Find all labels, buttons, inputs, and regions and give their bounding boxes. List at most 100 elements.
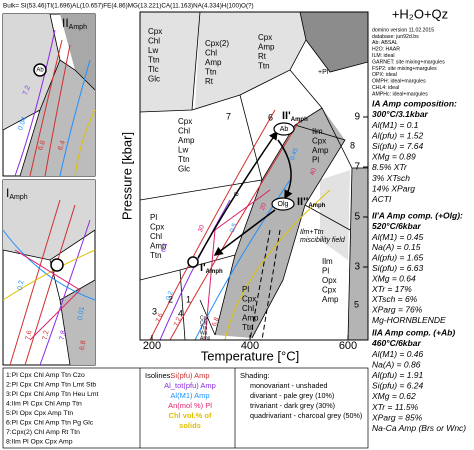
field-label: Wa [200,330,208,336]
field-label: Amp [258,43,275,52]
comp-line: XTr = 17% [371,284,412,294]
isoline-entry: Si(pfu) Amp [170,371,209,380]
isoline-label: 6.8 [79,340,88,351]
assemblage-entry: 5:Pl Opx Cpx Amp Ttn [6,410,73,417]
isoline-label: 30 [197,224,206,234]
field-label: Ilm [312,127,323,136]
assemblage-entry: 8:Ilm Pl Opx Cpx Amp [6,438,73,445]
field-label: Chl [205,49,217,58]
isoline-label: 6.8 [37,140,47,152]
comp-line: Si(pfu) = 6.63 [372,263,424,273]
isoline-label: 7.2 [173,316,183,327]
software-info: H2O: HAAR [372,47,400,53]
field-label: Amp [150,242,167,251]
shading-entry: trivariant - dark grey (30%) [250,401,335,410]
legend-frame [2,367,369,449]
inset-point: Ab [36,68,44,74]
x-axis-title: Temperature [°C] [201,348,299,363]
software-info: Ab: ABSAL [372,40,398,46]
field-label: Amp [205,58,222,67]
field-label: Amp [242,314,259,323]
field-label: Ttn [205,68,217,77]
misc-label: Ilm+Ttn [300,229,324,236]
field-number: 2 [168,294,173,304]
field-number: 4 [178,308,183,318]
field-label: Ttn [178,155,190,164]
plus-pl: +Pl [318,69,329,76]
isoline-label: 0.04 [17,116,28,131]
field-label: Amp [178,136,195,145]
assemblage-entry: 7:Cpx(2) Chl Amp Rt Ttn [6,429,80,436]
software-info: CHL4: ideal [372,85,399,91]
field-number: 6 [268,112,273,122]
y-tick-label: 7 [354,162,360,173]
shading-entry: monovariant - unshaded [250,381,328,390]
field-label: Chl [200,320,208,326]
field-label: Glc [178,165,190,174]
field-label: Cpx [312,137,326,146]
isoline-entry: Al(M1) Amp [170,391,209,400]
fluid-label: +H₂O+Qz [392,6,448,21]
field-label: Ttn [258,62,270,71]
shading-entry: quadrivariant - charcoal grey (50%) [250,411,362,420]
x-tick-label: 400 [241,340,259,352]
comp-line: 3% XTsch [372,173,410,183]
comp-line: Al(M1) = 0.1 [371,120,419,130]
isolines-title: Isolines: [145,371,173,380]
comp-conditions: 520°C/6kbar [372,221,421,231]
isoline-label: 7.2 [22,85,32,97]
isoline-label: 8 [233,191,241,197]
field-label: Ilm [322,257,333,266]
comp-line: Na-Ca Amp (Brs or Wnc) [372,423,466,433]
y-tick-label: 9 [354,112,360,123]
x-tick-label: 600 [339,340,357,352]
field-label: Rt [258,52,267,61]
subscript: Amph [69,24,87,31]
field-label: Cpx [258,33,272,42]
comp-line: Na(A) = 0.15 [372,242,421,252]
comp-line: Si(pfu) = 6.24 [372,381,424,391]
comp-line: XParg = 85% [371,412,423,422]
field-label: Cpx [200,315,209,321]
field-label: Cpx [178,117,192,126]
isoline-label: 7.8 [59,330,68,341]
comp-conditions: 460°C/6kbar [371,338,421,348]
field-label: Chl [148,37,160,46]
field-number: 3 [152,306,157,316]
software-info: OMPH: ideal+margules [372,79,426,85]
comp-line: Na(A) = 0.86 [372,359,421,369]
shading-title: Shading: [240,371,270,380]
comp-line: Al(M1) = 0.45 [371,232,424,242]
field-label: Cpx [322,286,336,295]
software-info: database: jun92d.bs [372,34,419,40]
ab-point: Ab [280,126,289,133]
software-info: ILM: ideal [372,53,395,59]
field-label: Ttn [242,323,254,332]
comp-line: XMg = 0.62 [371,391,416,401]
isoline-label: 0.45 [289,147,300,162]
isoline-entry: An(mol %) Pl [168,401,212,410]
isoline-label: 0.01 [77,306,86,321]
subscript: Amph [308,203,325,209]
field-label: Ttn [200,325,207,331]
field-label: Pl [242,285,249,294]
comp-line: Al(pfu) = 1.91 [371,370,424,380]
field-label: Cpx [150,223,164,232]
field-number: 8 [350,140,355,150]
software-info: AMPHc: ideal+margules [372,91,428,97]
field-label: Rt [205,77,214,86]
subscript: Amph [291,117,308,123]
inset-bottom [2,179,96,366]
comp-line: Si(pfu) = 7.64 [372,141,424,151]
isoline-label: 6.4 [160,242,170,253]
comp-line: Mg-HORNBLENDE [372,315,446,325]
field-label: Cpx [148,27,162,36]
comp-line: 8.5% XTr [372,162,408,172]
comp-line: Al(pfu) = 1.65 [371,253,424,263]
software-info: FSP2: site mixing+margules [372,66,437,72]
comp-line: XMg = 0.64 [371,273,416,283]
isoline-label: 6.8 [211,316,221,327]
field-label: Pl [322,267,329,276]
inset-top [2,13,96,177]
